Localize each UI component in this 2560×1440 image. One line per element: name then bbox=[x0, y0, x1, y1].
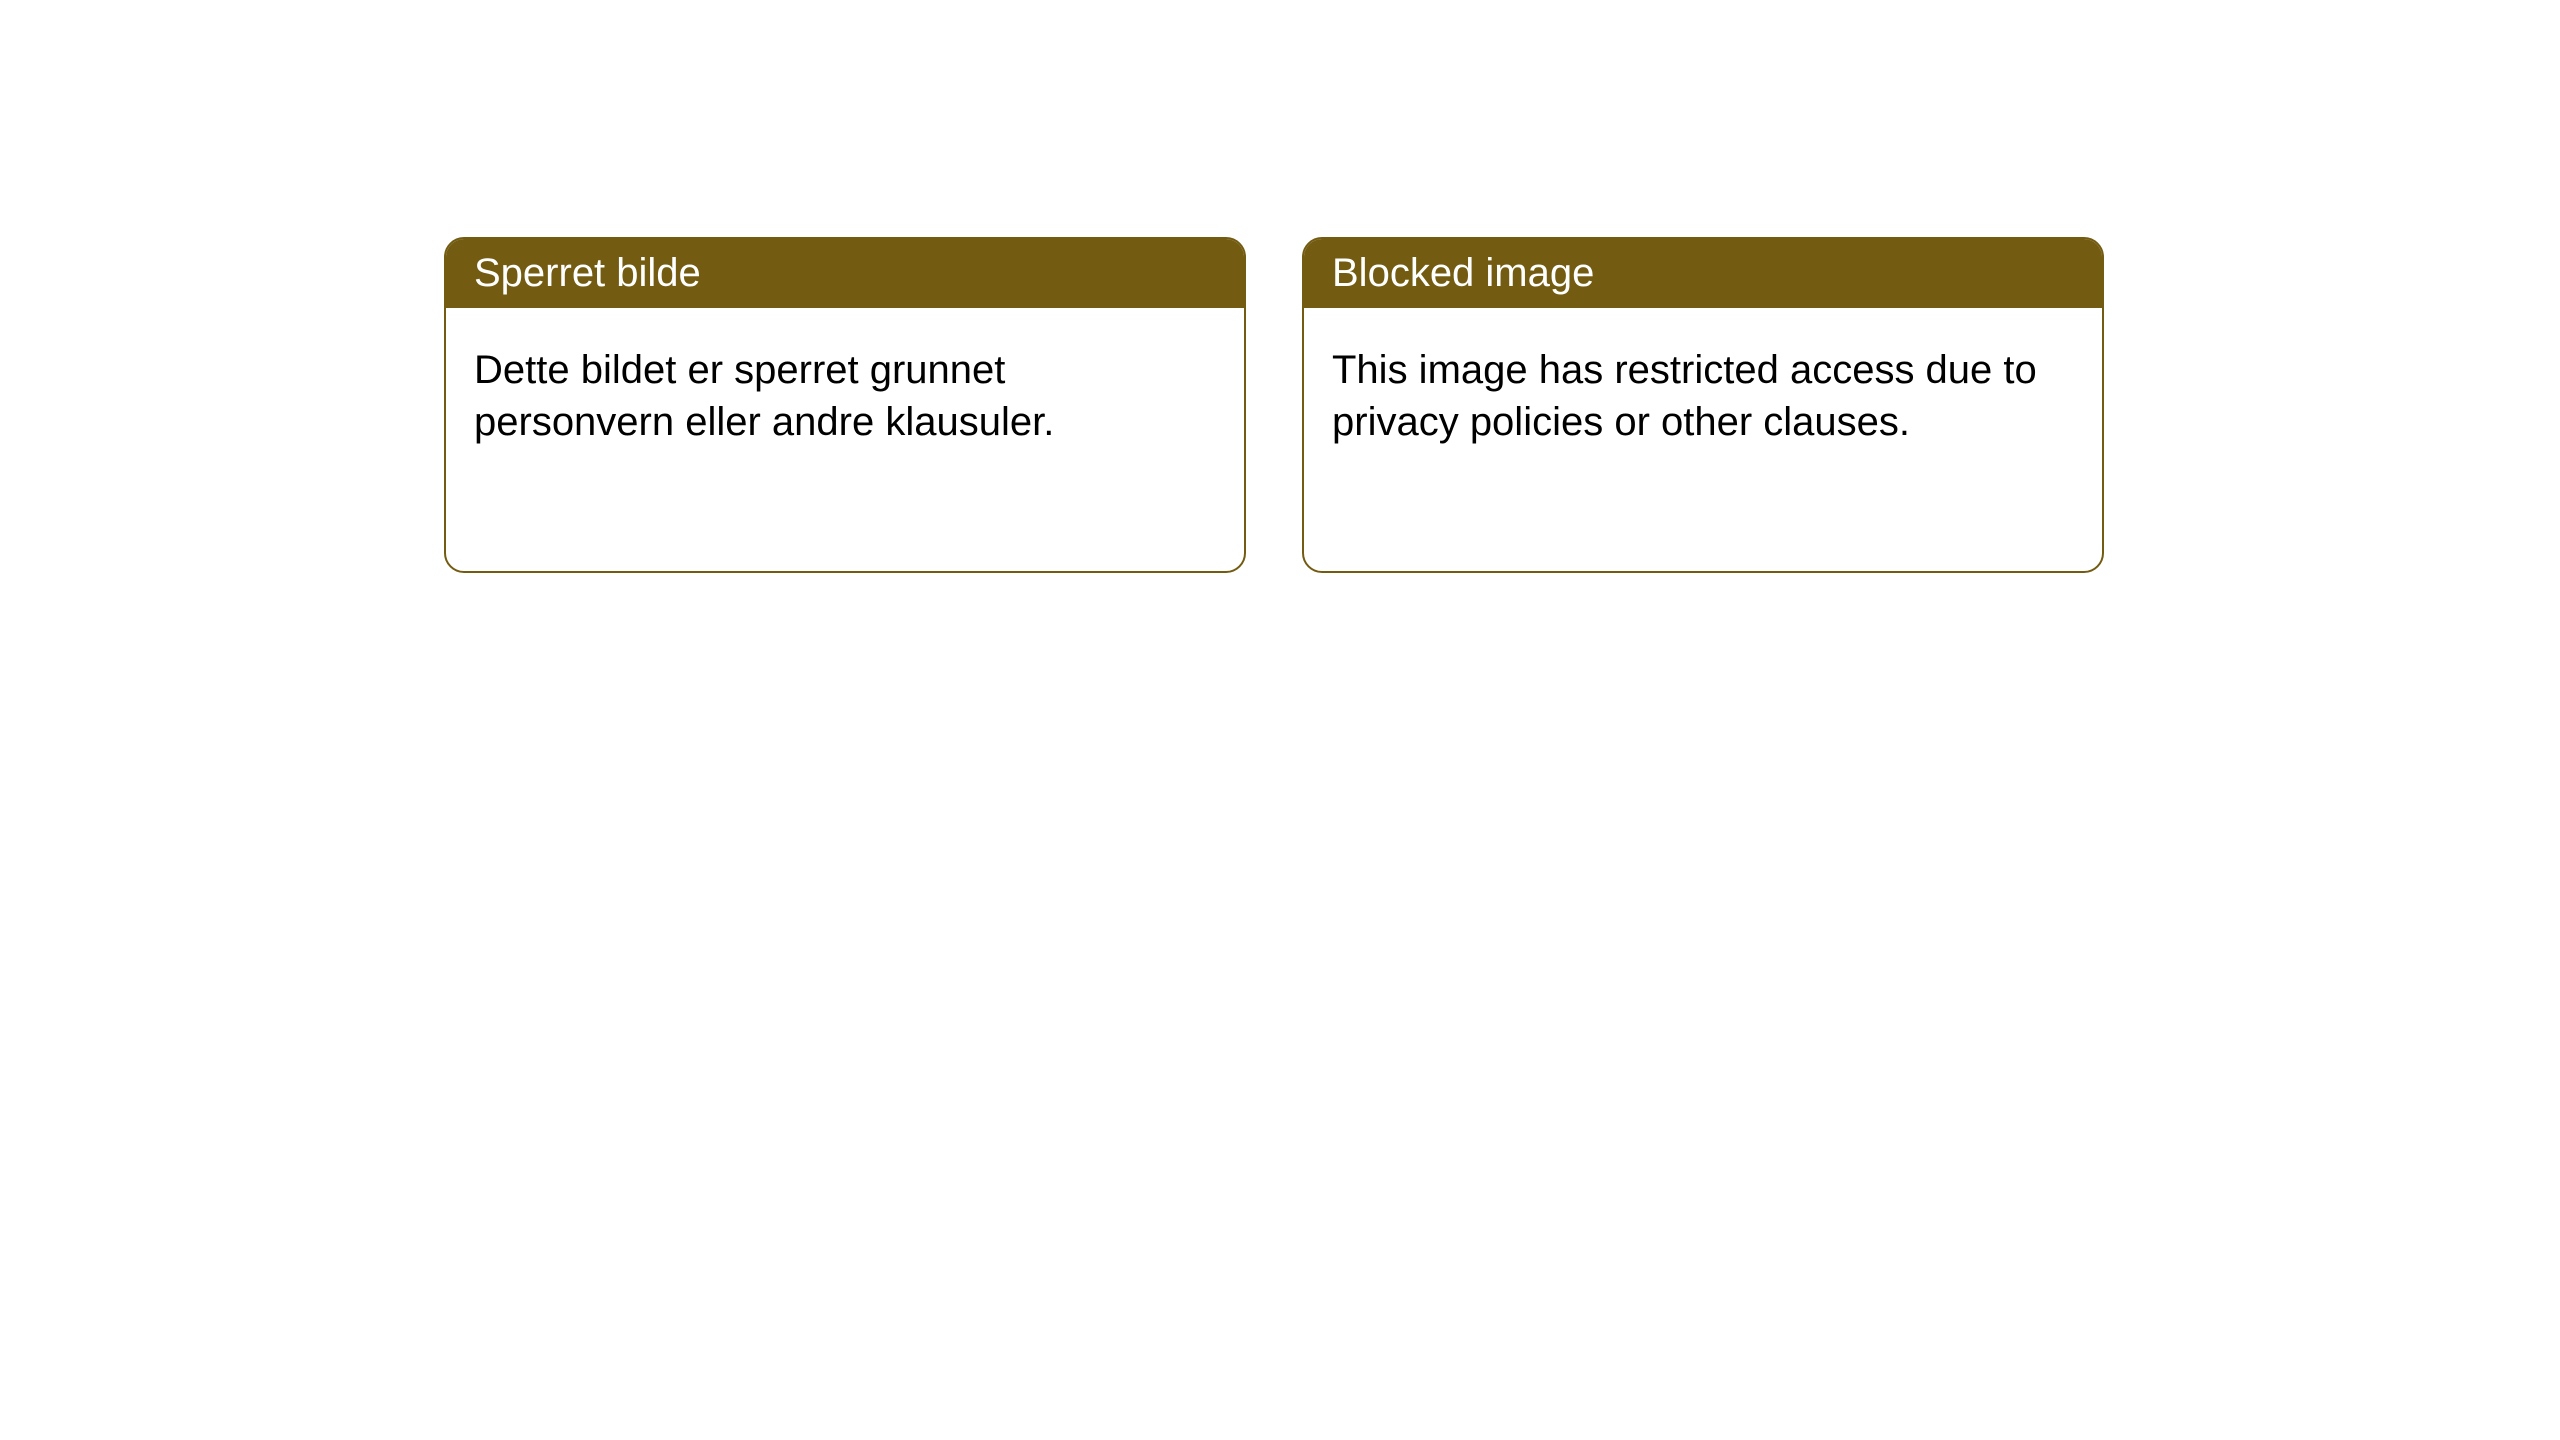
card-body-text: This image has restricted access due to … bbox=[1332, 348, 2037, 444]
card-body: Dette bildet er sperret grunnet personve… bbox=[446, 308, 1244, 484]
card-title: Blocked image bbox=[1332, 251, 1594, 295]
blocked-image-card-no: Sperret bilde Dette bildet er sperret gr… bbox=[444, 237, 1246, 573]
card-body-text: Dette bildet er sperret grunnet personve… bbox=[474, 348, 1054, 444]
card-title: Sperret bilde bbox=[474, 251, 701, 295]
card-header: Blocked image bbox=[1304, 239, 2102, 308]
card-body: This image has restricted access due to … bbox=[1304, 308, 2102, 484]
notice-container: Sperret bilde Dette bildet er sperret gr… bbox=[0, 0, 2560, 573]
blocked-image-card-en: Blocked image This image has restricted … bbox=[1302, 237, 2104, 573]
card-header: Sperret bilde bbox=[446, 239, 1244, 308]
